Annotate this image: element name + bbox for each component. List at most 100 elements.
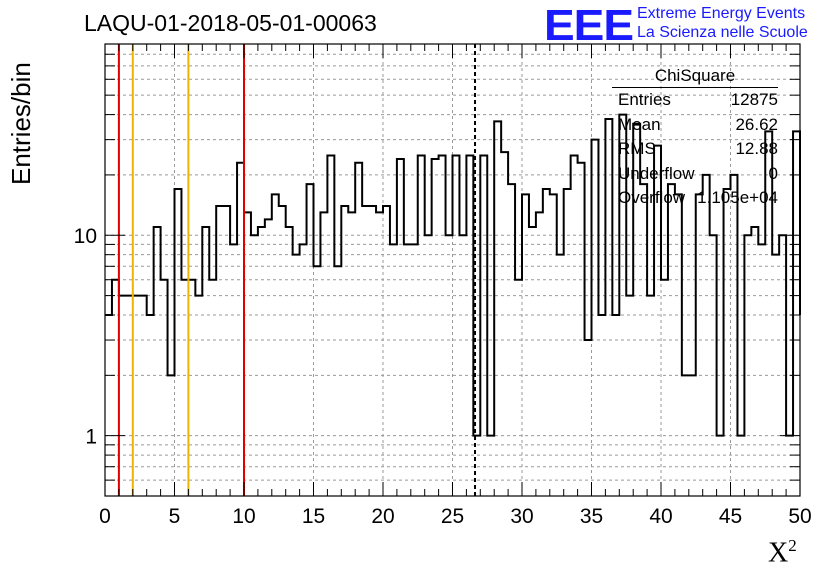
stats-box: ChiSquare Entries 12875 Mean 26.62 RMS 12.8… [612,66,778,211]
histogram-bin [578,163,585,496]
stats-row-mean: Mean 26.62 [612,113,778,138]
x-tick-label: 5 [169,505,181,528]
histogram-bin [140,296,147,496]
histogram-bin [598,315,605,496]
histogram-bin [557,255,564,496]
histogram-bin [710,235,717,496]
histogram-bin [216,206,223,496]
histogram-bin [446,235,453,496]
histogram-bin [682,375,689,496]
histogram-bin [314,266,321,496]
logo-line-2: La Scienza nelle Scuole [637,24,808,41]
histogram-bin [272,194,279,496]
stats-value: 0 [768,163,778,183]
histogram-bin [459,235,466,496]
histogram-bin [675,194,682,496]
histogram-bin [327,155,334,496]
histogram-bin [112,280,119,496]
histogram-bin [592,140,599,496]
histogram-bin [369,206,376,496]
histogram-bin [293,255,300,496]
histogram-bin [793,131,800,496]
histogram-bin [390,244,397,496]
x-tick-label: 10 [232,505,255,528]
histogram-bin [348,212,355,496]
histogram-bin [119,296,126,496]
histogram-bin [772,255,779,496]
x-tick-label: 45 [719,505,742,528]
histogram-bin [425,235,432,496]
histogram-bin [758,244,765,496]
x-axis-label: X2 [768,536,797,569]
stats-row-underflow: Underflow 0 [612,162,778,187]
histogram-bin [161,280,168,496]
histogram-bin [133,296,140,496]
x-tick-label: 0 [99,505,111,528]
logo-line-1: Extreme Energy Events [637,5,806,22]
chart-title: LAQU-01-2018-05-01-00063 [84,10,377,36]
histogram-bin [626,296,633,496]
histogram-bin [258,227,265,496]
histogram-bin [397,159,404,496]
histogram-bin [362,206,369,496]
y-axis-label: Entries/bin [6,62,36,185]
histogram-bin [522,194,529,496]
x-tick-label: 25 [441,505,464,528]
stats-value: 26.62 [735,114,778,134]
histogram-bin [168,375,175,496]
histogram-bin [480,155,487,496]
grid-lines [105,43,800,497]
histogram-bin [508,184,515,496]
histogram-bin [744,235,751,496]
histogram-bin [717,436,724,496]
histogram-bin [466,155,473,496]
histogram-bin [501,152,508,496]
histogram-bin [279,206,286,496]
x-tick-label: 40 [649,505,672,528]
histogram-bin [453,155,460,496]
histogram-bin [564,189,571,496]
histogram-bin [418,155,425,496]
histogram-bin [188,280,195,496]
histogram-outline [105,113,801,437]
histogram-bin [731,175,738,496]
stats-value: 12.88 [735,139,778,158]
histogram-bin [543,189,550,496]
histogram-bin [251,235,258,496]
histogram-bin [300,244,307,496]
stats-label: Entries [618,90,671,109]
x-tick-label: 15 [302,505,325,528]
histogram-bin [779,235,786,496]
histogram-bin [487,436,494,496]
stats-box-title: ChiSquare [612,66,778,88]
stats-value: 12875 [730,90,778,109]
stats-label: RMS [618,139,656,158]
histogram-bin [411,244,418,496]
histogram-bin [181,280,188,496]
histogram-bin [286,227,293,496]
histogram-bin [696,194,703,496]
eee-logo: EEE [544,0,634,50]
histogram-bin [105,315,112,496]
axes: 0 5 10 15 20 25 30 35 40 45 50 1 10 [74,43,812,528]
histogram-bin [647,296,654,496]
histogram-bin [751,227,758,496]
stats-label: Mean [618,114,661,134]
plot-frame [104,43,801,497]
histogram-bin [202,227,209,496]
x-tick-label: 20 [371,505,394,528]
histogram-bin [341,206,348,496]
histogram-bin [355,163,362,496]
y-tick-label: 1 [85,426,97,449]
histogram-bin [536,212,543,496]
marker-lines [117,44,477,496]
histogram-bin [737,436,744,496]
histogram-bin [661,280,668,496]
histogram-bin [724,189,731,496]
histogram-bin [689,375,696,496]
stats-label: Underflow [618,163,695,183]
histogram-bin [195,296,202,496]
histogram-bin [147,315,154,496]
histogram-bin [154,227,161,496]
